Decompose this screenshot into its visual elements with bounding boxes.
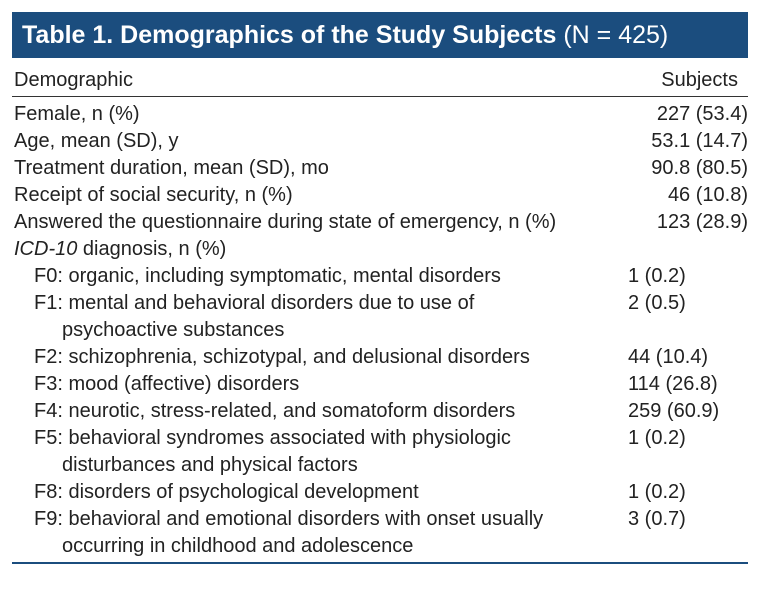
label-line: F5: behavioral syndromes associated with… xyxy=(34,427,511,449)
label-line: F9: behavioral and emotional disorders w… xyxy=(34,508,544,530)
label-line: F1: mental and behavioral disorders due … xyxy=(34,292,475,314)
row-value: 90.8 (80.5) xyxy=(651,157,748,179)
table-row: F0: organic, including symptomatic, ment… xyxy=(12,263,748,290)
row-label-italic: ICD-10 xyxy=(14,238,78,260)
table-row: F9: behavioral and emotional disorders w… xyxy=(12,506,748,560)
row-label: F1: mental and behavioral disorders due … xyxy=(12,290,474,344)
row-label: F5: behavioral syndromes associated with… xyxy=(12,425,511,479)
label-line: F3: mood (affective) disorders xyxy=(34,373,300,395)
label-line: disturbances and physical factors xyxy=(62,454,358,476)
row-value: 46 (10.8) xyxy=(667,184,748,206)
table-row: Receipt of social security, n (%) 46 (10.… xyxy=(12,182,748,209)
label-line: occurring in childhood and adolescence xyxy=(62,535,414,557)
table-row: Age, mean (SD), y 53.1 (14.7) xyxy=(12,128,748,155)
row-value: 44 (10.4) xyxy=(628,346,709,368)
label-line: F2: schizophrenia, schizotypal, and delu… xyxy=(34,346,530,368)
row-value: 227 (53.4) xyxy=(656,103,748,125)
label-line: F4: neurotic, stress-related, and somato… xyxy=(34,400,516,422)
row-label: F8: disorders of psychological developme… xyxy=(12,479,419,506)
row-value: 53.1 (14.7) xyxy=(651,130,748,152)
table-row: ICD-10 diagnosis, n (%) xyxy=(12,236,748,263)
table-body: Female, n (%) 227 (53.4) Age, mean (SD), y… xyxy=(12,97,748,564)
table-row: Answered the questionnaire during state … xyxy=(12,209,748,236)
label-line: F0: organic, including symptomatic, ment… xyxy=(34,265,501,287)
row-label: Answered the questionnaire during state … xyxy=(14,211,557,233)
table-row: F5: behavioral syndromes associated with… xyxy=(12,425,748,479)
table-row: F2: schizophrenia, schizotypal, and delu… xyxy=(12,344,748,371)
column-header: Demographic xyxy=(14,69,133,91)
table-row: F4: neurotic, stress-related, and somato… xyxy=(12,398,748,425)
row-value: 114 (26.8) xyxy=(628,373,718,395)
row-label: F9: behavioral and emotional disorders w… xyxy=(12,506,543,560)
table-row: Treatment duration, mean (SD), mo 90.8 (8… xyxy=(12,155,748,182)
title-main: Table 1. Demographics of the Study Subje… xyxy=(22,21,557,49)
table-row: F3: mood (affective) disorders 114 (26.8) xyxy=(12,371,748,398)
title-n: (N = 425) xyxy=(563,21,669,49)
row-label: Receipt of social security, n (%) xyxy=(14,184,293,206)
row-label: Age, mean (SD), y xyxy=(14,130,179,152)
row-value: 1 (0.2) xyxy=(628,481,686,503)
table-row: F1: mental and behavioral disorders due … xyxy=(12,290,748,344)
header-row: Demographic Subjects xyxy=(12,62,748,97)
row-label-text: diagnosis, n (%) xyxy=(82,238,227,260)
row-value: 3 (0.7) xyxy=(628,508,686,530)
row-label: Treatment duration, mean (SD), mo xyxy=(14,157,329,179)
row-value: 259 (60.9) xyxy=(628,400,720,422)
table-row: F8: disorders of psychological developme… xyxy=(12,479,748,506)
row-value: 1 (0.2) xyxy=(628,265,686,287)
row-value: 1 (0.2) xyxy=(628,427,686,449)
row-value: 123 (28.9) xyxy=(656,211,748,233)
label-line: F8: disorders of psychological developme… xyxy=(34,481,419,503)
row-label: F4: neurotic, stress-related, and somato… xyxy=(12,398,515,425)
table-title: Table 1. Demographics of the Study Subje… xyxy=(12,12,748,58)
row-label: ICD-10 diagnosis, n (%) xyxy=(12,236,226,263)
row-label: F0: organic, including symptomatic, ment… xyxy=(12,263,501,290)
column-header: Subjects xyxy=(661,69,738,91)
row-label: F3: mood (affective) disorders xyxy=(12,371,299,398)
row-label: F2: schizophrenia, schizotypal, and delu… xyxy=(12,344,530,371)
table: Table 1. Demographics of the Study Subje… xyxy=(12,12,748,564)
table-row: Female, n (%) 227 (53.4) xyxy=(12,101,748,128)
row-value: 2 (0.5) xyxy=(628,292,686,314)
row-label: Female, n (%) xyxy=(14,103,140,125)
label-line: psychoactive substances xyxy=(62,319,285,341)
